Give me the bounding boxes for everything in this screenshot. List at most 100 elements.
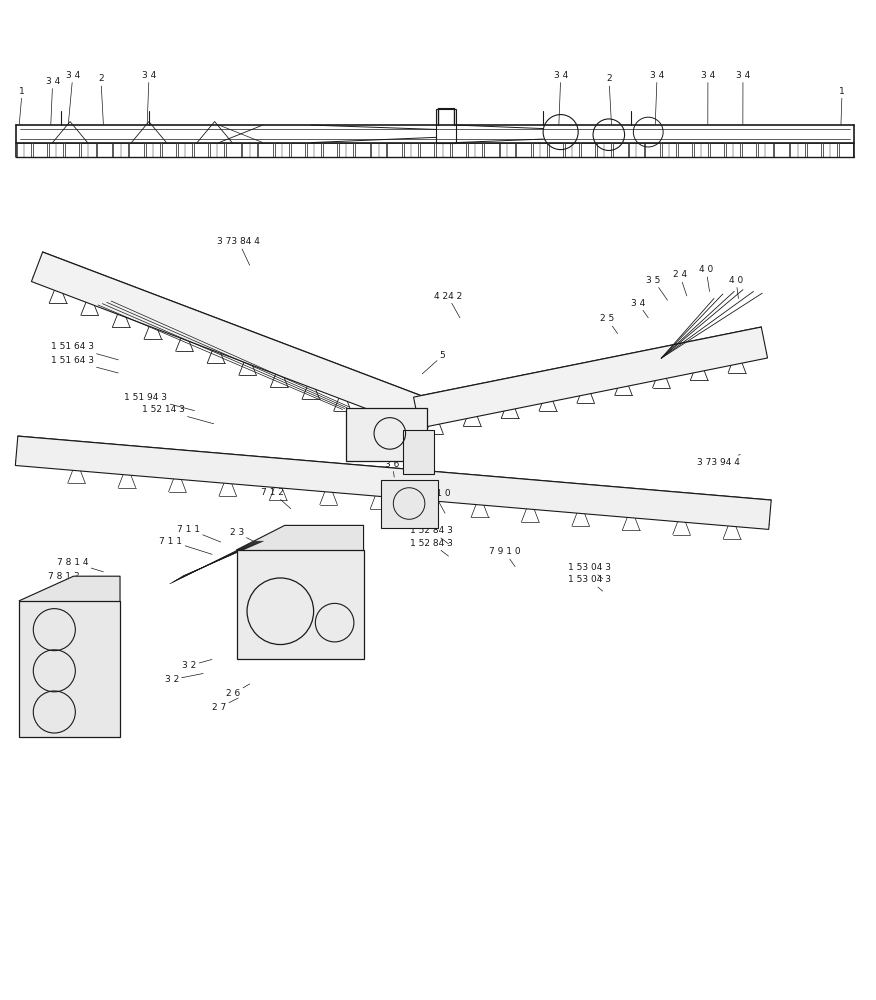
- Polygon shape: [19, 576, 120, 601]
- Bar: [661, 143, 676, 157]
- Bar: [355, 143, 370, 157]
- Bar: [548, 143, 563, 157]
- Bar: [258, 143, 272, 157]
- Text: 2 5: 2 5: [600, 314, 618, 334]
- Text: 3 4: 3 4: [631, 299, 648, 318]
- Bar: [581, 143, 596, 157]
- Text: 1 52 14 3: 1 52 14 3: [142, 405, 214, 424]
- Text: 3 2: 3 2: [182, 659, 212, 670]
- Text: 4 0: 4 0: [729, 276, 743, 299]
- Text: 3 4: 3 4: [142, 71, 156, 124]
- Bar: [19, 601, 120, 737]
- Bar: [274, 143, 289, 157]
- Text: 1 51 64 3: 1 51 64 3: [51, 342, 118, 360]
- Text: 3 73 94 4: 3 73 94 4: [697, 454, 740, 467]
- Text: 2 2: 2 2: [279, 596, 308, 614]
- Text: 7 8 1 3: 7 8 1 3: [48, 572, 103, 586]
- Text: 7 9 1 0: 7 9 1 0: [419, 489, 450, 513]
- Text: 3 4: 3 4: [650, 71, 664, 124]
- Bar: [97, 143, 111, 157]
- Bar: [178, 143, 192, 157]
- Bar: [145, 143, 160, 157]
- Text: 4 0: 4 0: [699, 265, 713, 292]
- Bar: [226, 143, 241, 157]
- Text: 3 73 84 4: 3 73 84 4: [217, 237, 260, 265]
- Text: 3 4: 3 4: [554, 71, 568, 124]
- Bar: [381, 480, 438, 528]
- Text: 3 2: 3 2: [165, 673, 203, 684]
- Text: 5: 5: [422, 351, 446, 374]
- Polygon shape: [237, 525, 364, 550]
- Polygon shape: [413, 327, 767, 428]
- Text: 1 8: 1 8: [314, 603, 328, 621]
- Text: 7 1 1: 7 1 1: [159, 537, 212, 554]
- Bar: [291, 143, 305, 157]
- Bar: [113, 143, 128, 157]
- Bar: [387, 143, 402, 157]
- Text: 3 4: 3 4: [66, 71, 80, 124]
- Text: 3 4: 3 4: [736, 71, 750, 124]
- Text: 7 8 1 4: 7 8 1 4: [57, 558, 103, 572]
- Text: 6: 6: [392, 428, 407, 444]
- Bar: [452, 143, 466, 157]
- Text: 1 53 04 3: 1 53 04 3: [568, 563, 611, 579]
- Bar: [404, 143, 418, 157]
- Bar: [500, 143, 515, 157]
- Text: 1 51 64 3: 1 51 64 3: [51, 356, 118, 373]
- Bar: [742, 143, 757, 157]
- Bar: [646, 143, 660, 157]
- Text: 2: 2: [98, 74, 103, 124]
- Bar: [517, 143, 531, 157]
- Bar: [403, 430, 434, 474]
- Bar: [323, 143, 337, 157]
- Bar: [194, 143, 208, 157]
- Text: 1 52 84 3: 1 52 84 3: [410, 526, 453, 544]
- Text: 3 4: 3 4: [701, 71, 715, 124]
- Bar: [49, 143, 63, 157]
- Bar: [807, 143, 821, 157]
- Text: 4 24 2: 4 24 2: [434, 292, 462, 318]
- Bar: [597, 143, 611, 157]
- Bar: [162, 143, 176, 157]
- Text: 2 0: 2 0: [317, 588, 331, 609]
- Bar: [436, 143, 450, 157]
- Bar: [32, 143, 47, 157]
- Bar: [243, 143, 257, 157]
- Text: 3 5: 3 5: [646, 276, 668, 300]
- Bar: [210, 143, 224, 157]
- Bar: [81, 143, 95, 157]
- Bar: [346, 408, 427, 461]
- Bar: [468, 143, 483, 157]
- Text: 7 1 1: 7 1 1: [177, 525, 221, 542]
- Bar: [613, 143, 627, 157]
- Text: 1 52 84 3: 1 52 84 3: [410, 539, 453, 556]
- Bar: [710, 143, 724, 157]
- Text: 2: 2: [606, 74, 611, 124]
- Bar: [307, 143, 321, 157]
- Text: 1 53 04 3: 1 53 04 3: [568, 575, 611, 591]
- Bar: [790, 143, 805, 157]
- Bar: [339, 143, 353, 157]
- Text: 1 51 94 3: 1 51 94 3: [124, 393, 194, 411]
- Bar: [759, 143, 773, 157]
- Bar: [694, 143, 708, 157]
- Bar: [436, 109, 456, 143]
- Bar: [484, 143, 498, 157]
- Bar: [130, 143, 144, 157]
- Bar: [237, 550, 364, 659]
- Polygon shape: [16, 436, 771, 529]
- Bar: [420, 143, 434, 157]
- Text: 3 4: 3 4: [46, 77, 60, 124]
- Bar: [839, 143, 853, 157]
- Bar: [17, 143, 31, 157]
- Bar: [678, 143, 692, 157]
- Bar: [726, 143, 740, 157]
- Bar: [823, 143, 837, 157]
- Text: 2 7: 2 7: [212, 698, 238, 712]
- Text: 3 6: 3 6: [385, 460, 399, 477]
- Text: 1: 1: [839, 87, 845, 124]
- Text: 2 6: 2 6: [226, 684, 250, 698]
- Bar: [371, 143, 385, 157]
- Polygon shape: [32, 252, 428, 428]
- Text: 2 4: 2 4: [673, 270, 687, 296]
